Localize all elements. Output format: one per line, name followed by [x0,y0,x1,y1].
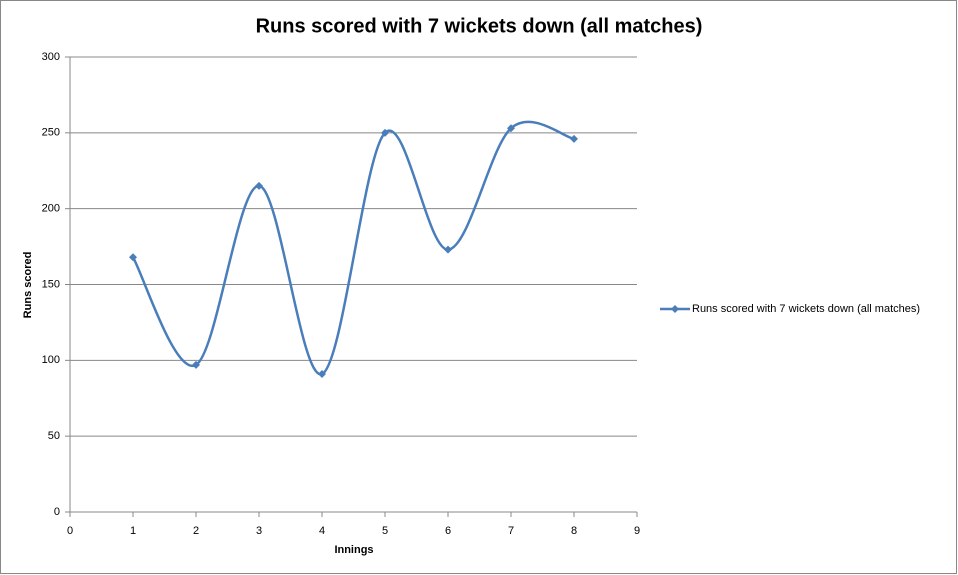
x-tick-label: 4 [319,525,325,537]
series-line [131,120,575,376]
x-tick-label: 3 [256,525,262,537]
data-point [381,128,389,137]
y-tick-label: 150 [42,278,60,290]
legend-label: Runs scored with 7 wickets down (all mat… [692,303,920,315]
x-tick-label: 0 [67,525,73,537]
chart-title: Runs scored with 7 wickets down (all mat… [256,15,703,37]
y-tick-label: 50 [48,430,60,442]
y-tick-label: 200 [42,203,60,215]
x-tick-label: 1 [130,525,136,537]
x-axis-title: Innings [334,544,373,556]
x-tick-label: 2 [193,525,199,537]
data-point [192,360,200,369]
y-tick-label: 250 [42,127,60,139]
y-tick-label: 0 [54,506,60,518]
x-tick-label: 7 [508,525,514,537]
data-point [570,134,578,143]
data-point [129,253,137,262]
data-point [444,245,452,254]
data-point [255,181,263,190]
x-tick-label: 6 [445,525,451,537]
data-point [318,369,326,378]
x-tick-label: 8 [571,525,577,537]
data-point [507,124,515,133]
y-axis-title: Runs scored [22,252,34,319]
x-tick-label: 9 [634,525,640,537]
y-tick-label: 300 [42,51,60,63]
x-tick-label: 5 [382,525,388,537]
legend-marker [671,305,679,313]
y-tick-label: 100 [42,354,60,366]
